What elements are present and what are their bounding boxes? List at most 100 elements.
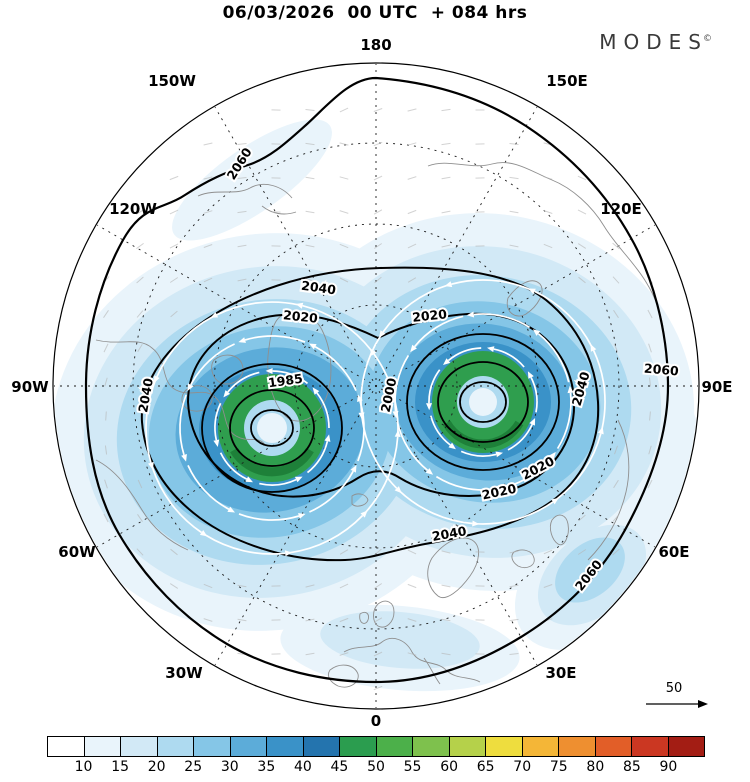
field-wind-tick — [237, 278, 247, 282]
wind-arrow — [502, 456, 553, 489]
lon-label-60e: 60E — [658, 543, 689, 561]
wind-arrow — [238, 513, 300, 521]
coastlines — [95, 162, 665, 688]
wind-arrow-head — [227, 506, 235, 513]
field-wind-tick — [509, 653, 519, 655]
field-wind-tick — [374, 548, 382, 556]
wind-arrow — [187, 465, 230, 510]
wind-arrow — [244, 335, 306, 343]
wind-arrow-head — [265, 368, 273, 374]
coastline — [511, 514, 569, 569]
background-wind-field — [102, 107, 654, 691]
field-wind-tick — [648, 445, 652, 455]
field-wind-tick — [441, 142, 451, 146]
field-wind-tick — [305, 278, 315, 282]
colorbar-cell — [230, 737, 267, 756]
colorbar-tick-label: 30 — [220, 759, 239, 775]
field-wind-tick — [373, 108, 383, 112]
lon-label-180: 180 — [360, 36, 391, 54]
field-wind-tick — [169, 209, 179, 215]
field-wind-tick — [339, 176, 349, 180]
field-wind-tick — [509, 244, 519, 248]
field-wind-tick — [613, 309, 619, 319]
field-wind-tick — [407, 277, 417, 283]
coastline — [343, 638, 481, 683]
field-wind-tick — [169, 243, 179, 249]
field-wind-tick — [339, 617, 349, 623]
colorbar-tick-label: 10 — [74, 759, 93, 775]
colorbar-cell — [595, 737, 632, 756]
lon-label-0: 0 — [371, 712, 381, 730]
field-wind-tick — [203, 142, 213, 146]
field-wind-tick — [374, 243, 382, 249]
contour-inner-left-2 — [250, 409, 294, 447]
colorbar-tick-label: 50 — [367, 759, 385, 775]
contour-label: 2040 — [431, 523, 468, 544]
field-wind-tick — [407, 618, 417, 622]
colorbar-cell — [559, 737, 596, 756]
colorbar-tick-label: 35 — [257, 759, 276, 775]
wind-arrow — [227, 371, 260, 393]
field-wind-tick — [237, 244, 247, 248]
wind-arrow-head — [324, 434, 331, 442]
wind-arrow-head — [472, 520, 480, 527]
coastline — [197, 184, 297, 215]
wind-arrow — [151, 466, 202, 534]
field-wind-tick — [407, 209, 417, 215]
coastline — [95, 459, 189, 551]
wind-arrow-head — [567, 385, 574, 394]
reference-vector-arrowhead — [698, 700, 708, 708]
wind-arrow-head — [154, 375, 160, 384]
field-wind-tick — [374, 583, 382, 589]
coastline — [427, 537, 479, 598]
field-wind-tick — [136, 548, 144, 556]
field-wind-tick — [339, 277, 349, 283]
field-wind-tick — [237, 618, 247, 622]
wind-arrow — [216, 301, 299, 316]
field-wind-tick — [614, 445, 618, 455]
coastline — [95, 339, 267, 447]
field-wind-tick — [104, 377, 108, 387]
field-wind-tick — [373, 141, 383, 147]
colorbar-tick-label: 40 — [293, 759, 312, 775]
reference-vector: 50 — [646, 681, 708, 708]
map-boundary-circle — [52, 62, 700, 710]
lon-label-90w: 90W — [11, 378, 49, 396]
field-wind-tick — [612, 242, 620, 250]
wind-arrow — [302, 304, 372, 351]
field-wind-tick — [339, 549, 349, 555]
wind-arrow — [204, 534, 286, 555]
colorbar-cell — [84, 737, 121, 756]
longitude-labels: 180 150W 150E 120W 120E 90W 90E 60W 60E … — [11, 36, 732, 730]
field-wind-tick — [509, 550, 519, 554]
lon-label-60w: 60W — [58, 543, 96, 561]
coastline — [506, 280, 543, 317]
field-wind-tick — [612, 514, 620, 522]
wind-arrow — [272, 370, 309, 385]
contour-label: 2060 — [643, 361, 679, 379]
colorbar-cell — [449, 737, 486, 756]
field-wind-tick — [170, 548, 178, 556]
lon-label-120e: 120E — [600, 200, 642, 218]
wind-arrow — [530, 377, 538, 413]
wind-arrow — [306, 441, 329, 474]
wind-arrow-head — [392, 410, 399, 419]
field-wind-tick — [103, 310, 109, 318]
modes-logo: MODES© — [599, 30, 712, 54]
field-wind-tick — [407, 549, 417, 555]
wind-arrow-head — [410, 344, 417, 353]
field-wind-tick — [373, 685, 383, 691]
field-wind-tick — [203, 618, 213, 622]
field-wind-tick — [613, 479, 619, 489]
field-wind-tick — [136, 276, 144, 284]
colorbar-cell — [121, 737, 158, 756]
field-wind-tick — [305, 618, 315, 622]
lon-label-30e: 30E — [545, 664, 576, 682]
field-wind-tick — [373, 651, 383, 657]
field-wind-tick — [203, 277, 213, 283]
field-wind-tick — [613, 343, 619, 353]
wind-arrow-head — [379, 330, 386, 338]
field-wind-tick — [407, 142, 417, 146]
colorbar-cell — [668, 737, 704, 756]
field-wind-tick — [305, 652, 315, 656]
